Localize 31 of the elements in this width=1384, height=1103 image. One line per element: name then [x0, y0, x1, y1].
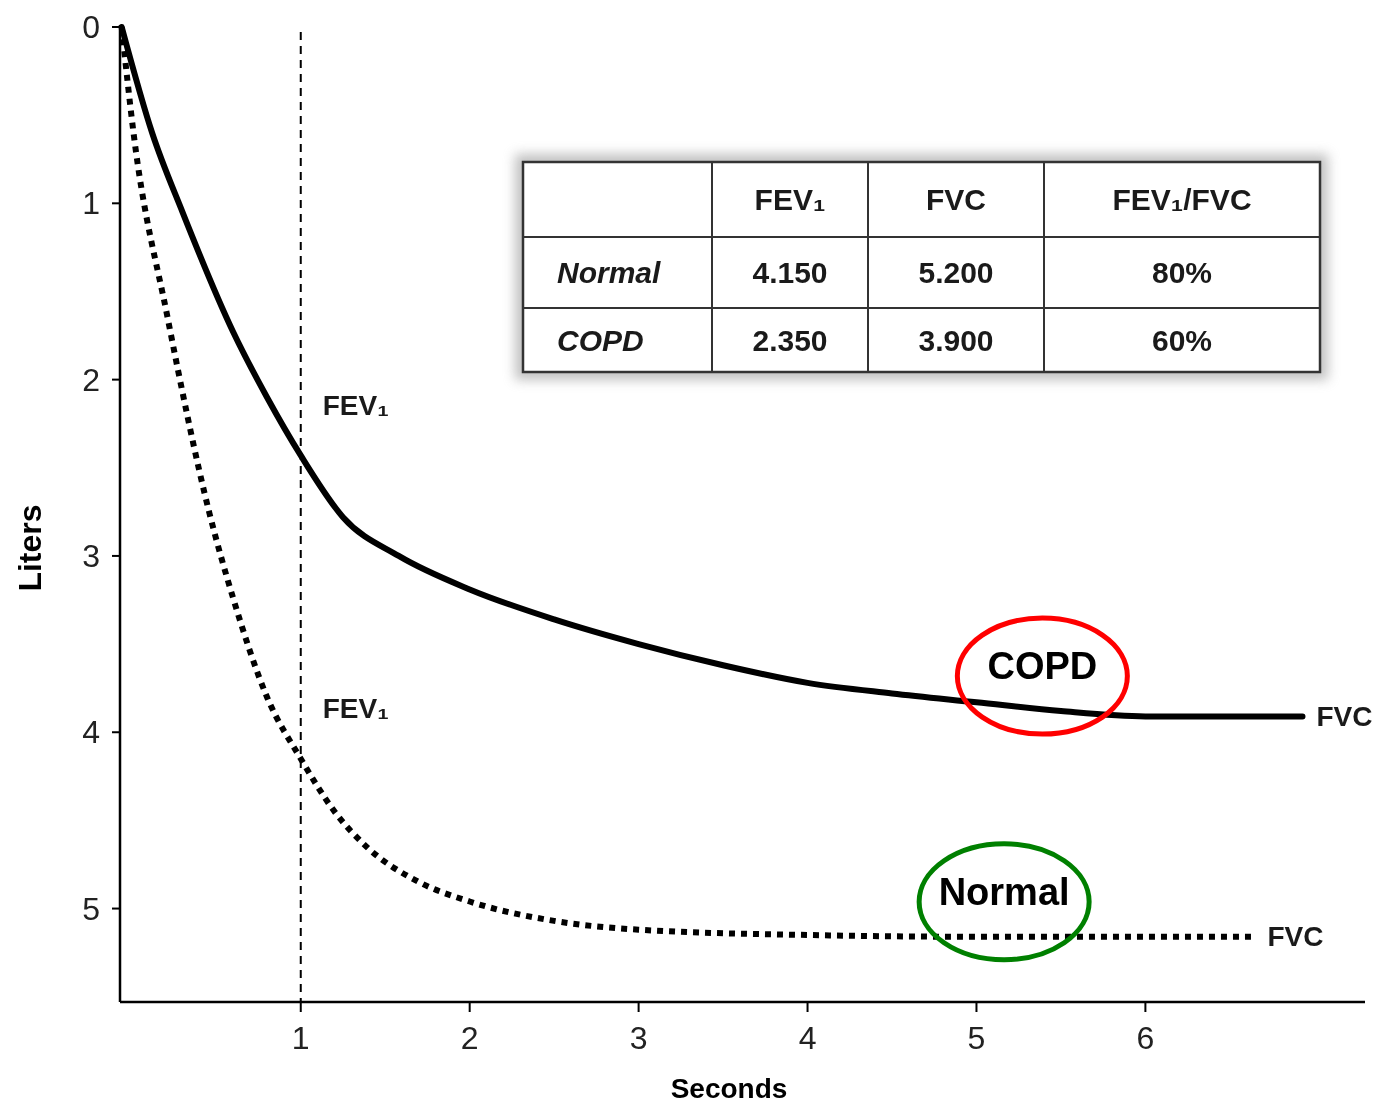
- x-tick-label: 1: [291, 1020, 310, 1056]
- x-tick-label: 5: [967, 1020, 986, 1056]
- x-tick-label: 3: [629, 1020, 648, 1056]
- series-label: Normal: [938, 870, 1070, 913]
- annotation: 3.900: [918, 323, 994, 357]
- annotation: FVC: [926, 183, 986, 216]
- y-tick-label: 0: [82, 9, 100, 45]
- annotation: 2.350: [752, 323, 828, 357]
- annotation: FEV₁: [322, 693, 389, 725]
- annotation: 5.200: [918, 256, 994, 289]
- y-tick-label: 2: [82, 361, 100, 398]
- series-label: COPD: [987, 645, 1098, 688]
- x-tick-label: 4: [798, 1020, 817, 1056]
- y-axis-title: Liters: [12, 504, 48, 592]
- y-tick-label: 3: [82, 537, 100, 574]
- annotation: 80%: [1151, 256, 1213, 289]
- annotation: FVC: [1316, 700, 1373, 732]
- annotation: FEV₁: [322, 389, 389, 421]
- y-tick-label: 4: [82, 714, 100, 751]
- annotation: FVC: [1267, 921, 1324, 953]
- annotation: FEV₁/FVC: [1112, 183, 1252, 216]
- y-tick-label: 5: [82, 890, 100, 927]
- x-tick-label: 2: [460, 1020, 479, 1056]
- annotation: 60%: [1151, 323, 1213, 357]
- x-axis-title: Seconds: [670, 1072, 788, 1103]
- x-tick-label: 6: [1136, 1020, 1155, 1056]
- annotation: COPD: [557, 323, 644, 357]
- annotation: 4.150: [752, 256, 828, 289]
- y-tick-label: 1: [82, 185, 100, 222]
- annotation: FEV₁: [754, 183, 826, 216]
- annotation: Normal: [557, 256, 662, 289]
